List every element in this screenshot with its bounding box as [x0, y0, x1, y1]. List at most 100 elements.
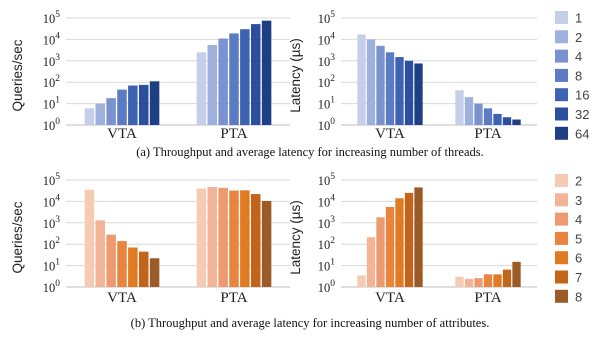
bar-pta-32	[502, 117, 512, 125]
bar-pta-32	[250, 24, 261, 125]
bar-vta-2	[95, 103, 106, 125]
bar-vta-3	[95, 220, 106, 287]
bar-pta-4	[474, 103, 483, 125]
bar-vta-2	[357, 275, 366, 287]
legend-swatch	[555, 11, 568, 24]
legend-label: 5	[575, 231, 582, 246]
bar-pta-8	[512, 261, 521, 287]
bar-pta-3	[207, 187, 218, 287]
bar-pta-3	[464, 278, 474, 287]
bar-vta-4	[376, 45, 385, 126]
legend-label: 8	[575, 68, 582, 83]
bar-pta-8	[229, 33, 239, 125]
legend-attributes: 2 3 4 5 6 7 8	[555, 174, 582, 304]
y-tick-label: 101	[43, 96, 61, 112]
bar-pta-5	[229, 190, 239, 287]
legend-swatch	[555, 107, 568, 121]
y-tick-label: 104	[43, 193, 61, 209]
x-category-label: VTA	[107, 290, 137, 306]
bar-vta-4	[106, 234, 116, 287]
bar-vta-64	[414, 63, 423, 125]
chart-throughput-threads: 100 101 102 103 104 105 Queries/sec VTA PTA	[10, 10, 290, 142]
y-tick-label: 100	[43, 279, 61, 295]
bar-pta-6	[240, 190, 250, 287]
y-axis-label: Latency (µs)	[288, 38, 303, 113]
y-tick-label: 105	[43, 172, 61, 188]
bar-vta-1	[357, 34, 366, 125]
bar-pta-5	[483, 274, 493, 287]
bar-vta-1	[84, 108, 95, 125]
y-tick-label: 105	[318, 10, 336, 26]
legend-swatch	[555, 174, 568, 187]
y-tick-label: 101	[318, 96, 336, 112]
bar-vta-7	[138, 251, 149, 287]
bar-vta-5	[117, 241, 127, 287]
y-tick-label: 104	[318, 31, 336, 47]
legend-label: 3	[575, 193, 582, 208]
y-tick-label: 102	[43, 236, 61, 252]
x-category-label: VTA	[375, 126, 405, 142]
y-tick-label: 104	[43, 31, 61, 47]
y-axis-label: Queries/sec	[10, 201, 25, 273]
bar-vta-64	[149, 81, 160, 125]
bar-pta-64	[261, 20, 272, 126]
legend-swatch	[555, 68, 568, 82]
bar-pta-1	[196, 52, 207, 125]
legend-threads: 1 2 4 8 16 32 64	[555, 11, 589, 141]
bar-pta-4	[218, 187, 228, 287]
chart-throughput-attributes: 100 101 102 103 104 105 Queries/sec VTA PTA	[10, 172, 290, 306]
y-tick-label: 100	[318, 117, 336, 133]
y-tick-label: 102	[43, 74, 61, 90]
y-tick-label: 103	[43, 215, 61, 231]
legend-label: 16	[575, 88, 589, 103]
y-axis-label: Latency (µs)	[288, 200, 303, 275]
legend-swatch	[555, 289, 568, 303]
bar-pta-2	[196, 188, 207, 287]
legend-label: 2	[575, 30, 582, 45]
x-category-label: VTA	[375, 290, 405, 306]
legend-label: 4	[575, 49, 582, 64]
bar-vta-2	[84, 189, 95, 287]
bar-pta-64	[512, 119, 521, 125]
chart-latency-attributes: 100 101 102 103 104 105 Latency (µs) VTA PTA	[288, 172, 537, 306]
y-axis-label: Queries/sec	[10, 39, 25, 111]
bar-vta-3	[366, 237, 376, 287]
bar-pta-7	[250, 194, 261, 287]
bar-vta-7	[404, 192, 414, 287]
bar-vta-8	[117, 89, 127, 125]
x-category-label: PTA	[474, 290, 501, 306]
bar-pta-6	[493, 274, 502, 287]
y-tick-label: 101	[318, 258, 336, 274]
legend-label: 64	[575, 126, 589, 141]
bar-pta-4	[474, 278, 483, 287]
bar-vta-4	[106, 98, 116, 125]
y-tick-label: 105	[43, 10, 61, 26]
bar-vta-4	[376, 217, 385, 287]
bar-vta-6	[395, 198, 404, 287]
x-category-label: PTA	[220, 126, 247, 142]
legend-swatch	[555, 231, 568, 245]
bar-vta-8	[385, 52, 395, 125]
bar-vta-16	[128, 85, 138, 125]
caption-a: (a) Throughput and average latency for i…	[136, 145, 484, 159]
x-category-label: PTA	[220, 290, 247, 306]
bar-pta-2	[207, 44, 218, 125]
bar-pta-2	[464, 97, 474, 125]
legend-label: 6	[575, 251, 582, 266]
x-category-label: VTA	[107, 126, 137, 142]
y-tick-label: 100	[43, 117, 61, 133]
legend-label: 1	[575, 11, 582, 26]
x-category-label: PTA	[474, 126, 501, 142]
legend-swatch	[555, 126, 568, 140]
legend-swatch	[555, 251, 568, 265]
bar-pta-4	[218, 38, 228, 126]
bar-vta-8	[414, 187, 423, 287]
legend-label: 4	[575, 212, 582, 227]
y-tick-label: 101	[43, 258, 61, 274]
bar-pta-8	[261, 200, 272, 287]
y-tick-label: 103	[318, 53, 336, 69]
bar-pta-8	[483, 108, 493, 125]
chart-latency-threads: 100 101 102 103 104 105 Latency (µs) VTA PTA	[288, 10, 537, 142]
bar-pta-7	[502, 269, 512, 287]
